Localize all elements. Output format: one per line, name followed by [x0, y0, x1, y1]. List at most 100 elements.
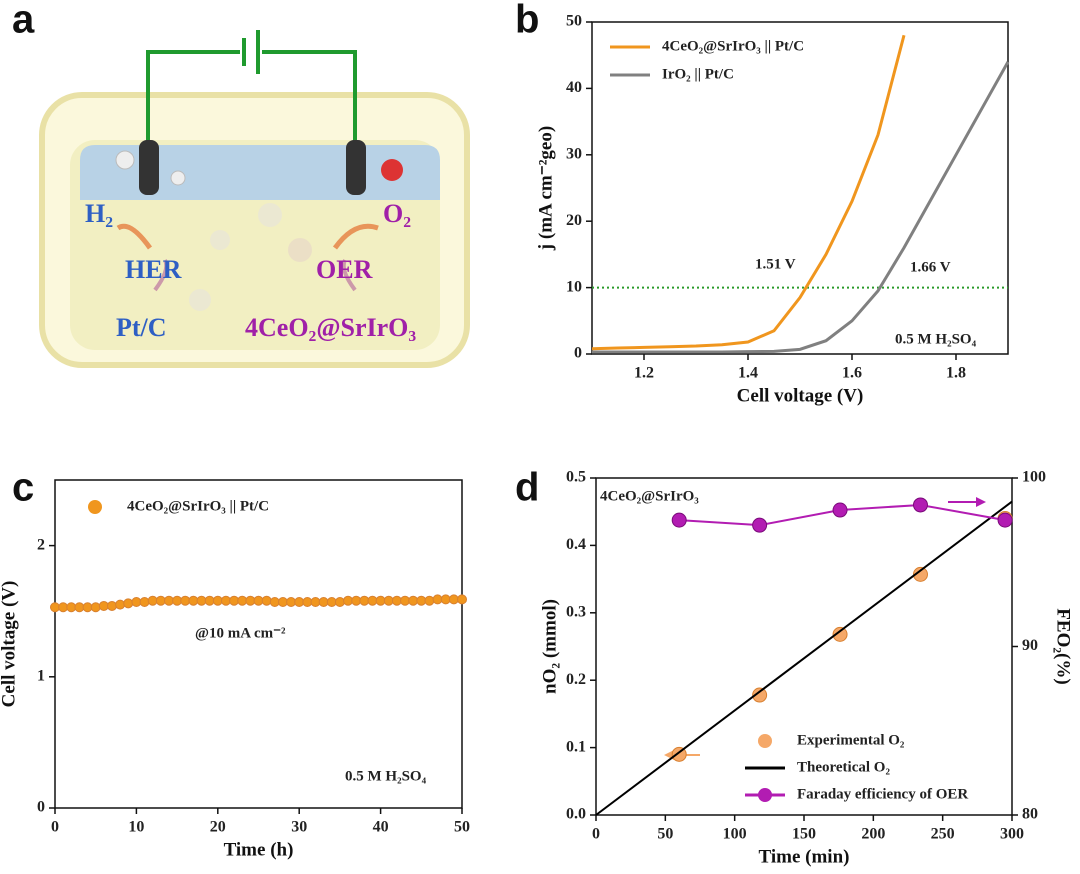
annotation: 1.51 V: [755, 256, 796, 272]
point: [457, 594, 467, 605]
legend-swatch: [758, 734, 772, 748]
label: Pt/C: [116, 313, 167, 342]
point: [115, 599, 126, 610]
legend-swatch: [88, 500, 102, 514]
arrow: [332, 223, 379, 250]
legend-label: 4CeO₂@SrIrO₃ || Pt/C: [127, 498, 269, 514]
x-tick-label: 0: [592, 826, 600, 843]
y-tick-label: 10: [566, 278, 582, 295]
legend-label: IrO₂ || Pt/C: [662, 66, 734, 82]
point: [832, 502, 848, 518]
y-tick-label: 0.5: [566, 469, 586, 486]
point: [752, 517, 768, 533]
panel-label: a: [12, 0, 35, 42]
legend-swatch: [758, 788, 772, 802]
bubble: [288, 238, 312, 262]
legend-label: 4CeO₂@SrIrO₃ || Pt/C: [662, 38, 804, 54]
point: [139, 597, 150, 608]
panel-label: b: [515, 0, 539, 42]
point: [261, 595, 272, 606]
x-tick-label: 30: [291, 819, 307, 836]
label: OER: [316, 255, 373, 284]
y-tick-label: 0: [574, 345, 582, 362]
x-axis-label: Time (min): [759, 846, 850, 867]
y-tick-label: 0.4: [566, 536, 586, 553]
y-tick-label: 40: [566, 79, 582, 96]
label: H₂: [85, 199, 113, 228]
label: 4CeO₂@SrIrO₃: [245, 313, 416, 342]
x-tick-label: 40: [373, 819, 389, 836]
point: [106, 600, 117, 611]
y-tick-label: 30: [566, 145, 582, 162]
y-tick-label: 0.2: [566, 671, 586, 688]
x-tick-label: 10: [128, 819, 144, 836]
y-axis-label: j (mA cm⁻²geo): [535, 126, 556, 251]
point: [334, 597, 345, 608]
bubble: [210, 230, 230, 250]
x-tick-label: 1.2: [634, 365, 654, 382]
x-tick-label: 300: [1000, 826, 1024, 843]
x-tick-label: 1.4: [738, 365, 758, 382]
bubble: [189, 289, 211, 311]
point: [752, 687, 768, 703]
y-tick-label: 1: [37, 667, 45, 684]
electrode: [346, 140, 366, 195]
legend-label: Theoretical O₂: [797, 759, 890, 775]
y-axis-label: nO₂ (mmol): [539, 599, 560, 694]
annotation: 0.5 M H₂SO₄: [345, 768, 427, 784]
panel-label: c: [12, 466, 34, 510]
y2-axis-label: FEO₂(%): [1053, 608, 1074, 684]
point: [912, 566, 928, 582]
x-axis-label: Time (h): [224, 839, 294, 860]
legend-label: Experimental O₂: [797, 732, 905, 748]
axis-arrow: [976, 497, 986, 507]
y-axis-label: Cell voltage (V): [0, 581, 19, 708]
annotation: 1.66 V: [910, 259, 951, 275]
x-axis-label: Cell voltage (V): [737, 385, 864, 406]
point: [671, 512, 687, 528]
y-tick-label: 0: [37, 799, 45, 816]
x-tick-label: 200: [861, 826, 885, 843]
annotation: 4CeO₂@SrIrO₃: [600, 488, 699, 504]
point: [912, 497, 928, 513]
x-tick-label: 20: [210, 819, 226, 836]
schematic: H₂ O₂ HER OER Pt/C 4CeO₂@SrIrO₃: [39, 30, 470, 368]
electrode: [139, 140, 159, 195]
arrow: [153, 259, 169, 292]
annotation: 0.5 M H₂SO₄: [895, 331, 977, 347]
y-tick-label: 0.3: [566, 603, 586, 620]
series-line: [591, 34, 906, 351]
y-tick-label: 0.1: [566, 738, 586, 755]
x-tick-label: 250: [931, 826, 955, 843]
wire: [262, 50, 357, 150]
point: [997, 512, 1013, 528]
arrow: [116, 223, 153, 250]
wire: [146, 50, 240, 150]
x-tick-label: 100: [723, 826, 747, 843]
point: [123, 598, 134, 609]
series-line: [595, 500, 1013, 816]
x-tick-label: 50: [657, 826, 673, 843]
series-line: [592, 61, 1010, 354]
point: [424, 595, 435, 606]
bubble: [170, 170, 186, 186]
bubble: [381, 159, 403, 181]
annotation: @10 mA cm⁻²: [195, 625, 286, 641]
y-tick-label: 0.0: [566, 806, 586, 823]
bubble: [115, 150, 135, 170]
x-tick-label: 1.8: [946, 365, 966, 382]
panel-label: d: [515, 466, 539, 510]
y-tick-label: 50: [566, 13, 582, 30]
point: [832, 626, 848, 642]
legend-label: Faraday efficiency of OER: [797, 786, 968, 802]
y2-tick-label: 90: [1022, 637, 1038, 654]
x-tick-label: 0: [51, 819, 59, 836]
label: HER: [125, 255, 182, 284]
y-tick-label: 20: [566, 212, 582, 229]
x-tick-label: 50: [454, 819, 470, 836]
arrow: [341, 259, 357, 292]
y2-tick-label: 80: [1022, 806, 1038, 823]
plot-frame: [591, 21, 1009, 355]
x-tick-label: 150: [792, 826, 816, 843]
